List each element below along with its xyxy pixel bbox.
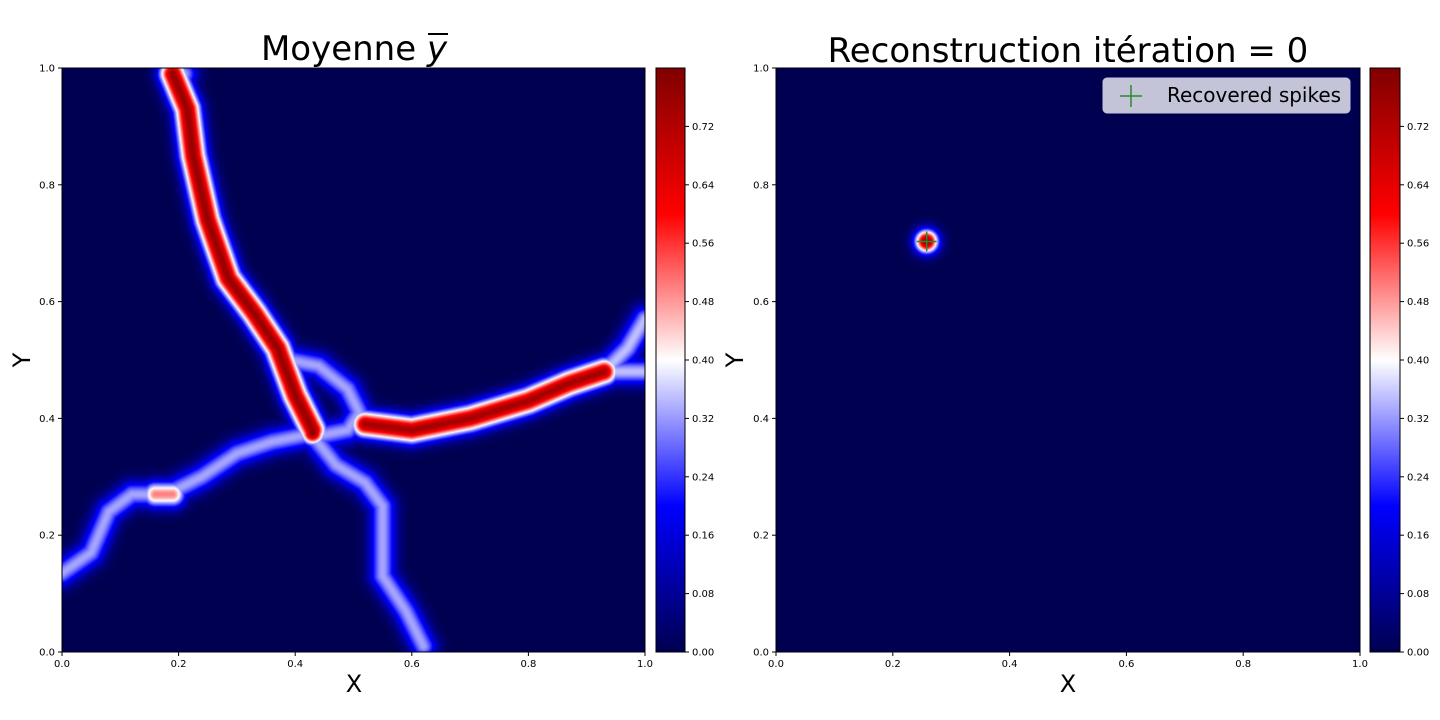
colorbar-tick-label: 0.72 — [692, 122, 714, 133]
y-axis-label-reconstruction: Y — [721, 352, 749, 368]
y-axis-label-mean: Y — [8, 352, 36, 368]
y-tick-label: 0.4 — [753, 414, 769, 425]
colorbar-tick-label: 0.24 — [1407, 472, 1429, 483]
colorbar-tick-label: 0.64 — [692, 180, 714, 191]
legend-label: Recovered spikes — [1167, 83, 1341, 107]
heatmap-panel-mean: Moyenne y 0.0 0.2 0.4 0.6 0.8 1.0 0.00.20.40.… — [8, 29, 714, 698]
colorbar-tick-label: 0.64 — [1407, 180, 1429, 191]
y-tick-label: 0.0 — [753, 648, 769, 659]
colorbar-tick-label: 0.48 — [692, 297, 714, 308]
y-tick-label: 0.6 — [39, 297, 55, 308]
x-axis-ticks-mean: 0.0 0.2 0.4 0.6 0.8 1.0 — [54, 652, 653, 670]
y-tick-label: 0.0 — [39, 648, 55, 659]
colorbar-tick-label: 0.32 — [1407, 414, 1429, 425]
plot-area-reconstruction — [775, 67, 1361, 653]
recovered-spikes-markers — [916, 231, 937, 252]
colorbar-tick-label: 0.56 — [1407, 239, 1429, 250]
x-axis-label-mean: X — [346, 670, 362, 698]
y-tick-label: 0.8 — [753, 180, 769, 191]
y-axis-ticks-reconstruction: 0.0 0.2 0.4 0.6 0.8 1.0 — [753, 64, 776, 659]
colorbar-tick-label: 0.72 — [1407, 122, 1429, 133]
colorbar-tick-label: 0.16 — [1407, 531, 1429, 542]
y-tick-label: 0.6 — [753, 297, 769, 308]
plot-area-mean — [61, 67, 646, 653]
heatmap-image-mean — [62, 68, 645, 652]
heatmap-image-reconstruction — [776, 68, 1360, 652]
colorbar-tick-label: 0.56 — [692, 239, 714, 250]
y-tick-label: 0.4 — [39, 414, 55, 425]
colorbar-tick-label: 0.32 — [692, 414, 714, 425]
y-tick-label: 0.2 — [39, 531, 55, 542]
x-tick-label: 1.0 — [637, 659, 653, 670]
colorbar-tick-label: 0.16 — [692, 531, 714, 542]
chart-title-mean: Moyenne y — [261, 29, 448, 69]
y-tick-label: 1.0 — [753, 64, 769, 75]
chart-title-reconstruction: Reconstruction itération = 0 — [828, 31, 1309, 71]
heatmap-panel-reconstruction: Reconstruction itération = 0 Recovered s… — [721, 31, 1429, 698]
colorbar-ticks-reconstruction: 0.00 0.08 0.16 0.24 0.32 0.40 0.48 0.56 0.64 0.72 — [1400, 122, 1429, 659]
x-tick-label: 0.4 — [287, 659, 303, 670]
colorbar-tick-label: 0.40 — [692, 356, 714, 367]
colorbar-tick-label: 0.08 — [692, 589, 714, 600]
y-tick-label: 0.8 — [39, 180, 55, 191]
x-tick-label: 0.6 — [404, 659, 420, 670]
x-tick-label: 0.8 — [1235, 659, 1251, 670]
legend-marker-plus — [1120, 85, 1142, 107]
y-axis-ticks-mean: 0.0 0.2 0.4 0.6 0.8 1.0 — [39, 64, 62, 659]
colorbar-tick-label: 0.40 — [1407, 356, 1429, 367]
x-tick-label: 0.4 — [1002, 659, 1018, 670]
x-tick-label: 0.6 — [1118, 659, 1134, 670]
colorbar-reconstruction: 0.00 0.08 0.16 0.24 0.32 0.40 0.48 0.56 0.64 0.72 — [1369, 67, 1429, 659]
x-tick-label: 0.0 — [54, 659, 70, 670]
colorbar-tick-label: 0.24 — [692, 472, 714, 483]
x-axis-ticks-reconstruction: 0.0 0.2 0.4 0.6 0.8 1.0 — [768, 652, 1368, 670]
x-tick-label: 0.2 — [885, 659, 901, 670]
title-symbol-ybar: y — [426, 29, 448, 69]
colorbar-tick-label: 0.48 — [1407, 297, 1429, 308]
colorbar-tick-label: 0.00 — [692, 648, 714, 659]
colorbar-mean: 0.00 0.08 0.16 0.24 0.32 0.40 0.48 0.56 0.64 0.72 — [655, 67, 714, 659]
colorbar-ticks-mean: 0.00 0.08 0.16 0.24 0.32 0.40 0.48 0.56 0.64 0.72 — [685, 122, 714, 659]
y-tick-label: 1.0 — [39, 64, 55, 75]
colorbar-tick-label: 0.00 — [1407, 648, 1429, 659]
legend-box: Recovered spikes — [1102, 77, 1351, 114]
x-tick-label: 0.0 — [768, 659, 784, 670]
x-axis-label-reconstruction: X — [1060, 670, 1076, 698]
colorbar-tick-label: 0.08 — [1407, 589, 1429, 600]
x-tick-label: 0.2 — [171, 659, 187, 670]
recovered-spike-marker — [916, 231, 937, 252]
y-tick-label: 0.2 — [753, 531, 769, 542]
x-tick-label: 1.0 — [1352, 659, 1368, 670]
x-tick-label: 0.8 — [520, 659, 536, 670]
